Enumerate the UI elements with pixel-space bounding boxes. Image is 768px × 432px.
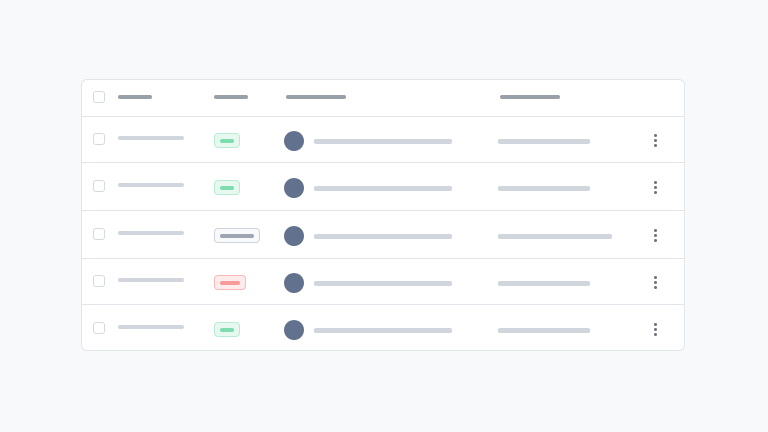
status-badge-success: [214, 322, 240, 337]
table-row[interactable]: [82, 116, 684, 162]
user-placeholder: [314, 186, 452, 191]
avatar: [284, 320, 304, 340]
row-checkbox[interactable]: [93, 228, 105, 240]
name-placeholder: [118, 325, 184, 329]
more-vertical-icon[interactable]: [654, 134, 658, 149]
data-table: [81, 79, 685, 351]
row-checkbox[interactable]: [93, 275, 105, 287]
more-vertical-icon[interactable]: [654, 323, 658, 338]
table-row[interactable]: [82, 304, 684, 350]
table-header: [82, 80, 684, 116]
avatar: [284, 178, 304, 198]
status-badge-fill: [220, 233, 254, 238]
status-badge-fill: [220, 327, 234, 332]
name-placeholder: [118, 278, 184, 282]
table-row[interactable]: [82, 258, 684, 304]
status-badge-danger: [214, 275, 246, 290]
row-checkbox[interactable]: [93, 133, 105, 145]
name-placeholder: [118, 183, 184, 187]
detail-placeholder: [498, 328, 590, 333]
status-badge-neutral: [214, 228, 260, 243]
header-user[interactable]: [286, 95, 346, 99]
table-row[interactable]: [82, 210, 684, 258]
detail-placeholder: [498, 234, 612, 239]
detail-placeholder: [498, 281, 590, 286]
header-detail[interactable]: [500, 95, 560, 99]
user-placeholder: [314, 328, 452, 333]
status-badge-success: [214, 180, 240, 195]
row-checkbox[interactable]: [93, 180, 105, 192]
avatar: [284, 131, 304, 151]
more-vertical-icon[interactable]: [654, 229, 658, 244]
avatar: [284, 273, 304, 293]
avatar: [284, 226, 304, 246]
select-all-checkbox[interactable]: [93, 91, 105, 103]
name-placeholder: [118, 136, 184, 140]
detail-placeholder: [498, 186, 590, 191]
user-placeholder: [314, 234, 452, 239]
status-badge-fill: [220, 138, 234, 143]
user-placeholder: [314, 139, 452, 144]
table-row[interactable]: [82, 162, 684, 210]
status-badge-fill: [220, 280, 240, 285]
name-placeholder: [118, 231, 184, 235]
user-placeholder: [314, 281, 452, 286]
status-badge-success: [214, 133, 240, 148]
status-badge-fill: [220, 185, 234, 190]
row-checkbox[interactable]: [93, 322, 105, 334]
header-status[interactable]: [214, 95, 248, 99]
more-vertical-icon[interactable]: [654, 181, 658, 196]
detail-placeholder: [498, 139, 590, 144]
header-name[interactable]: [118, 95, 152, 99]
more-vertical-icon[interactable]: [654, 276, 658, 291]
